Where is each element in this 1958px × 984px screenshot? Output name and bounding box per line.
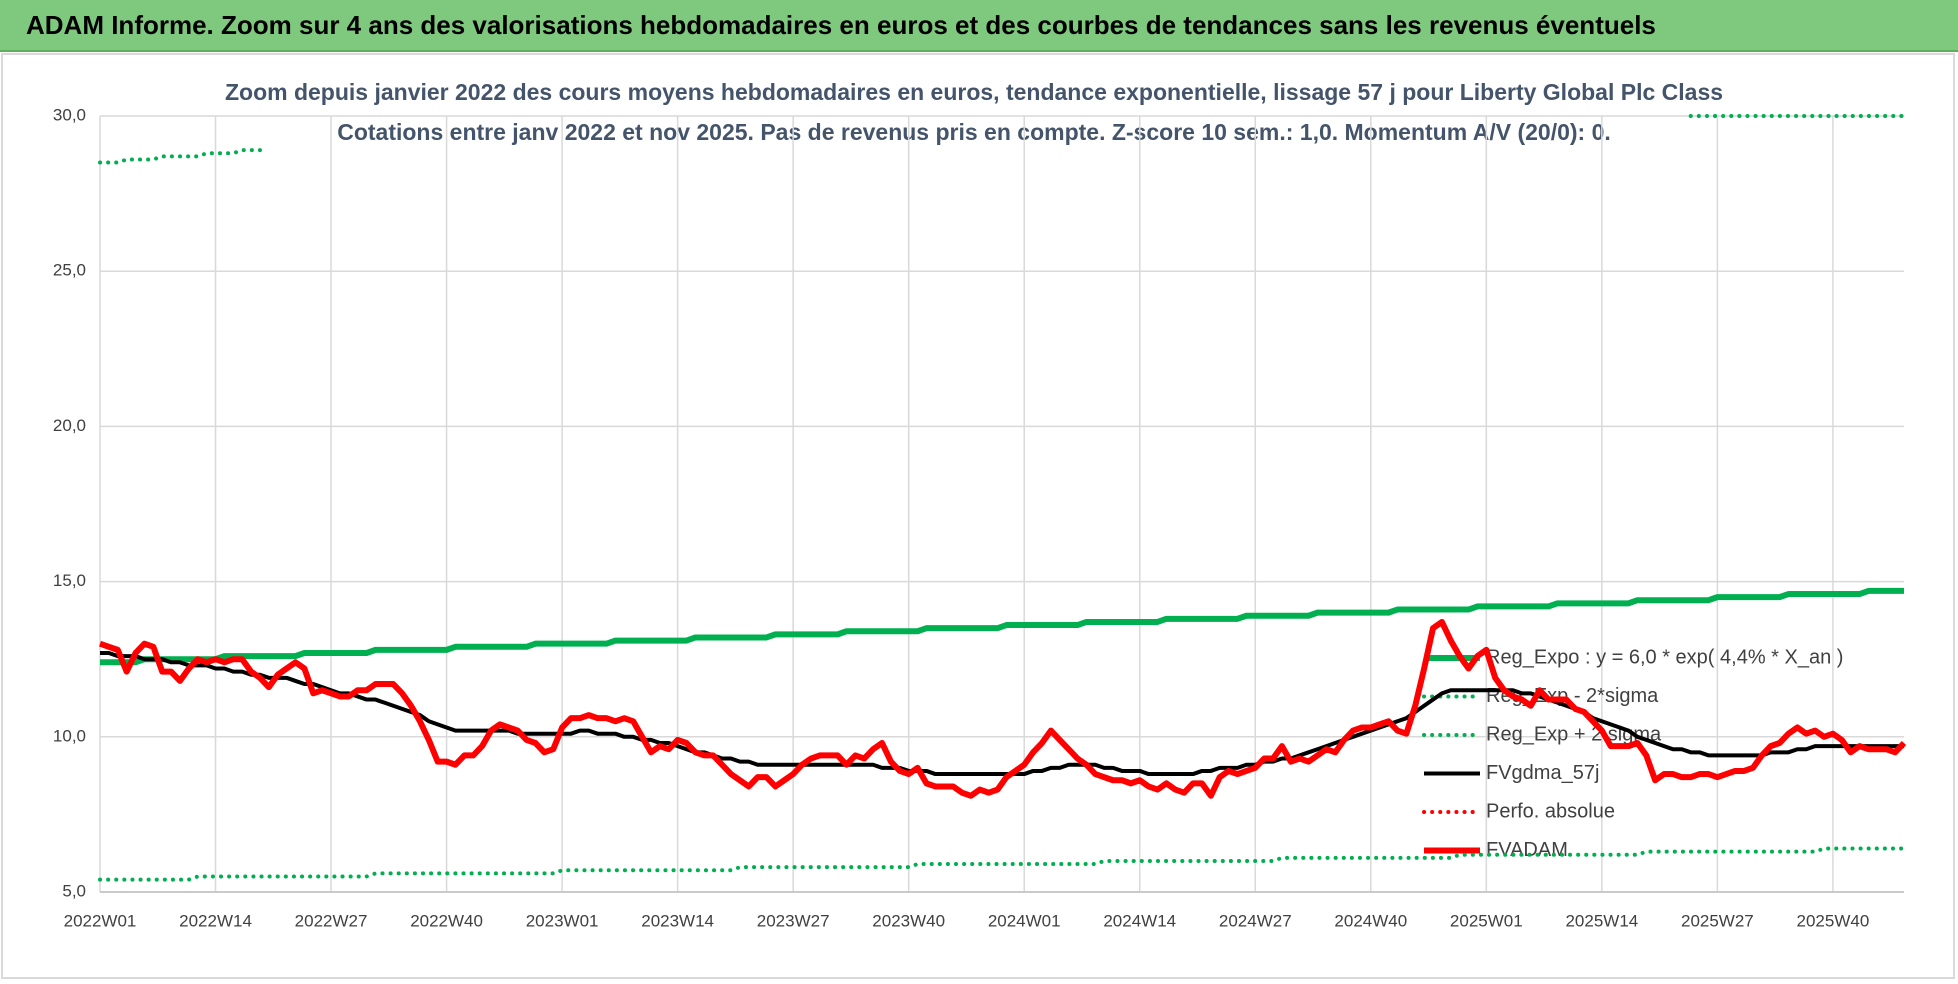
legend-label: Perfo. absolue (1486, 800, 1615, 822)
x-tick-label: 2024W27 (1219, 911, 1292, 930)
x-tick-label: 2022W27 (295, 911, 368, 930)
x-tick-label: 2023W27 (757, 911, 830, 930)
x-tick-label: 2022W14 (179, 911, 252, 930)
legend-label: FVADAM (1486, 839, 1568, 861)
y-tick-label: 15,0 (53, 571, 86, 590)
x-tick-label: 2025W14 (1565, 911, 1638, 930)
x-tick-label: 2025W01 (1450, 911, 1523, 930)
x-tick-label: 2023W14 (641, 911, 714, 930)
series-line (98, 846, 1906, 882)
y-tick-label: 30,0 (53, 105, 86, 124)
chart-title: Zoom depuis janvier 2022 des cours moyen… (225, 79, 1723, 105)
series-line (98, 148, 262, 165)
x-tick-label: 2023W01 (526, 911, 599, 930)
legend-label: Reg_Expo : y = 6,0 * exp( 4,4% * X_an ) (1486, 646, 1843, 668)
x-tick-label: 2023W40 (872, 911, 945, 930)
x-tick-label: 2025W40 (1797, 911, 1870, 930)
y-tick-label: 25,0 (53, 261, 86, 280)
x-tick-label: 2024W14 (1103, 911, 1176, 930)
x-tick-label: 2022W01 (64, 911, 137, 930)
series-line (100, 650, 1904, 777)
y-tick-label: 10,0 (53, 726, 86, 745)
x-tick-label: 2024W40 (1334, 911, 1407, 930)
y-tick-label: 20,0 (53, 416, 86, 435)
series-line (99, 618, 1907, 799)
x-tick-label: 2022W40 (410, 911, 483, 930)
y-tick-label: 5,0 (62, 881, 86, 900)
header-title: ADAM Informe. Zoom sur 4 ans des valoris… (26, 10, 1656, 40)
legend-label: FVgdma_57j (1486, 762, 1599, 784)
series-line (100, 587, 1904, 666)
chart: Zoom depuis janvier 2022 des cours moyen… (1, 53, 1955, 979)
x-tick-label: 2024W01 (988, 911, 1061, 930)
x-tick-label: 2025W27 (1681, 911, 1754, 930)
chart-frame (1, 53, 1955, 979)
chart-subtitle: Cotations entre janv 2022 et nov 2025. P… (337, 119, 1611, 145)
header-bar: ADAM Informe. Zoom sur 4 ans des valoris… (0, 0, 1958, 52)
